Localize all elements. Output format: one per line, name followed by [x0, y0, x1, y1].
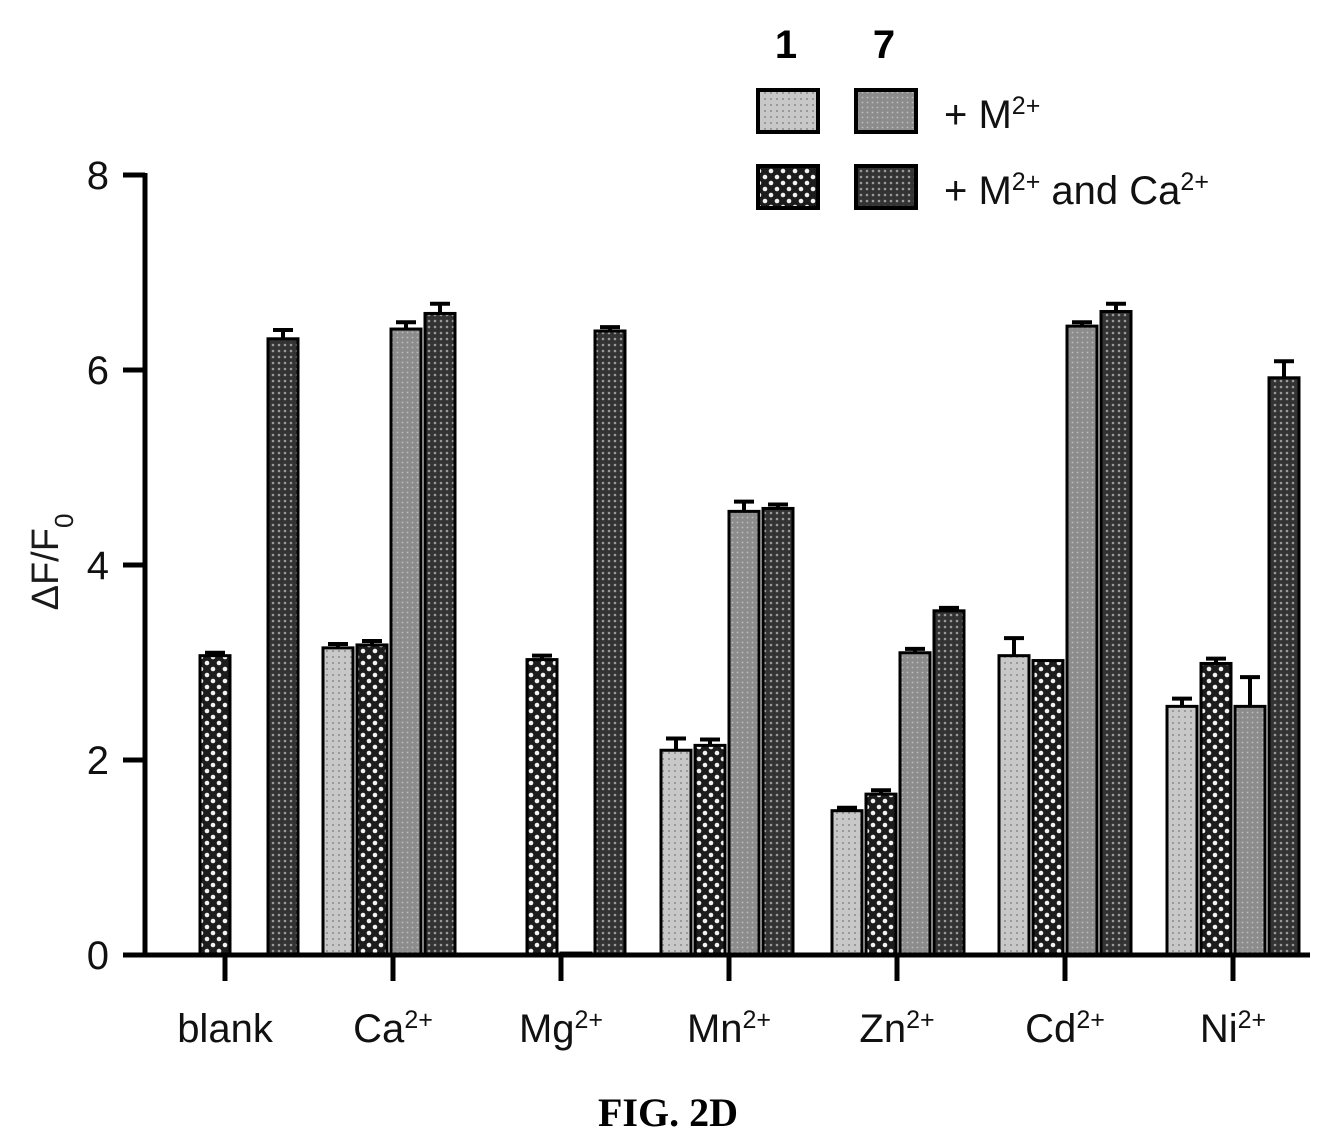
bar-dark-dots-5 [1099, 310, 1133, 957]
legend-swatch-1-m2-ca [756, 164, 820, 210]
x-tick-label-1: Ca2+ [353, 1006, 433, 1051]
bar-checker-3 [693, 743, 727, 957]
bar-light-dots-3 [659, 748, 693, 957]
y-tick-label: 8 [87, 154, 109, 198]
y-tick-label: 0 [87, 934, 109, 978]
x-tick-label-4: Zn2+ [859, 1006, 934, 1051]
x-tick-label-5: Cd2+ [1025, 1006, 1105, 1051]
bar-light-dots-1 [321, 646, 355, 957]
legend-swatch-7-m2-ca [854, 164, 918, 210]
legend-label-m2: + M2+ [944, 92, 1040, 137]
bar-grey-dots-3 [727, 509, 761, 957]
bar-dark-dots-4 [932, 609, 966, 957]
bar-dark-dots-0 [266, 337, 300, 957]
x-tick-group: blank Ca2+ Mg2+ Mn2+ Zn2+ Cd2+ Ni2+ [177, 955, 1266, 1051]
x-tick-label-2: Mg2+ [519, 1006, 603, 1051]
y-tick-label: 6 [87, 349, 109, 393]
bar-checker-1 [355, 643, 389, 957]
bar-light-dots-6 [1165, 704, 1199, 957]
figure-caption: FIG. 2D [598, 1090, 738, 1135]
bar-light-dots-5 [997, 654, 1031, 957]
bar-checker-2 [525, 658, 559, 957]
x-tick-label-6: Ni2+ [1200, 1006, 1266, 1051]
legend-column-header-7: 7 [873, 23, 895, 67]
y-tick-group: 0 2 4 6 8 [87, 154, 145, 978]
y-tick-label: 2 [87, 739, 109, 783]
bar-light-dots-4 [830, 809, 864, 957]
bar-dark-dots-3 [761, 506, 795, 957]
legend-swatch-7-m2 [854, 88, 918, 134]
error-bar-group [205, 301, 1294, 811]
bar-checker-4 [864, 792, 898, 957]
bar-series-group [198, 310, 1301, 957]
legend-label-m2-ca: + M2+ and Ca2+ [944, 168, 1209, 213]
y-tick-label: 4 [87, 544, 109, 588]
bar-grey-dots-1 [389, 327, 423, 957]
bar-dark-dots-1 [423, 311, 457, 957]
legend: 1 7 + M2+ + M2+ and Ca2+ [756, 23, 1209, 213]
y-axis-label: ΔF/F0 [25, 514, 79, 611]
bar-checker-6 [1199, 661, 1233, 957]
bar-grey-dots-6 [1233, 704, 1267, 957]
x-tick-label-3: Mn2+ [687, 1006, 771, 1051]
bar-checker-0 [198, 654, 232, 957]
legend-swatch-1-m2 [756, 88, 820, 134]
bar-grey-dots-5 [1065, 324, 1099, 957]
bar-dark-dots-2 [593, 329, 627, 957]
x-tick-label-0: blank [177, 1007, 274, 1051]
bar-dark-dots-6 [1267, 376, 1301, 957]
bar-grey-dots-4 [898, 651, 932, 957]
legend-column-header-1: 1 [775, 23, 797, 67]
bar-checker-5 [1031, 659, 1065, 957]
